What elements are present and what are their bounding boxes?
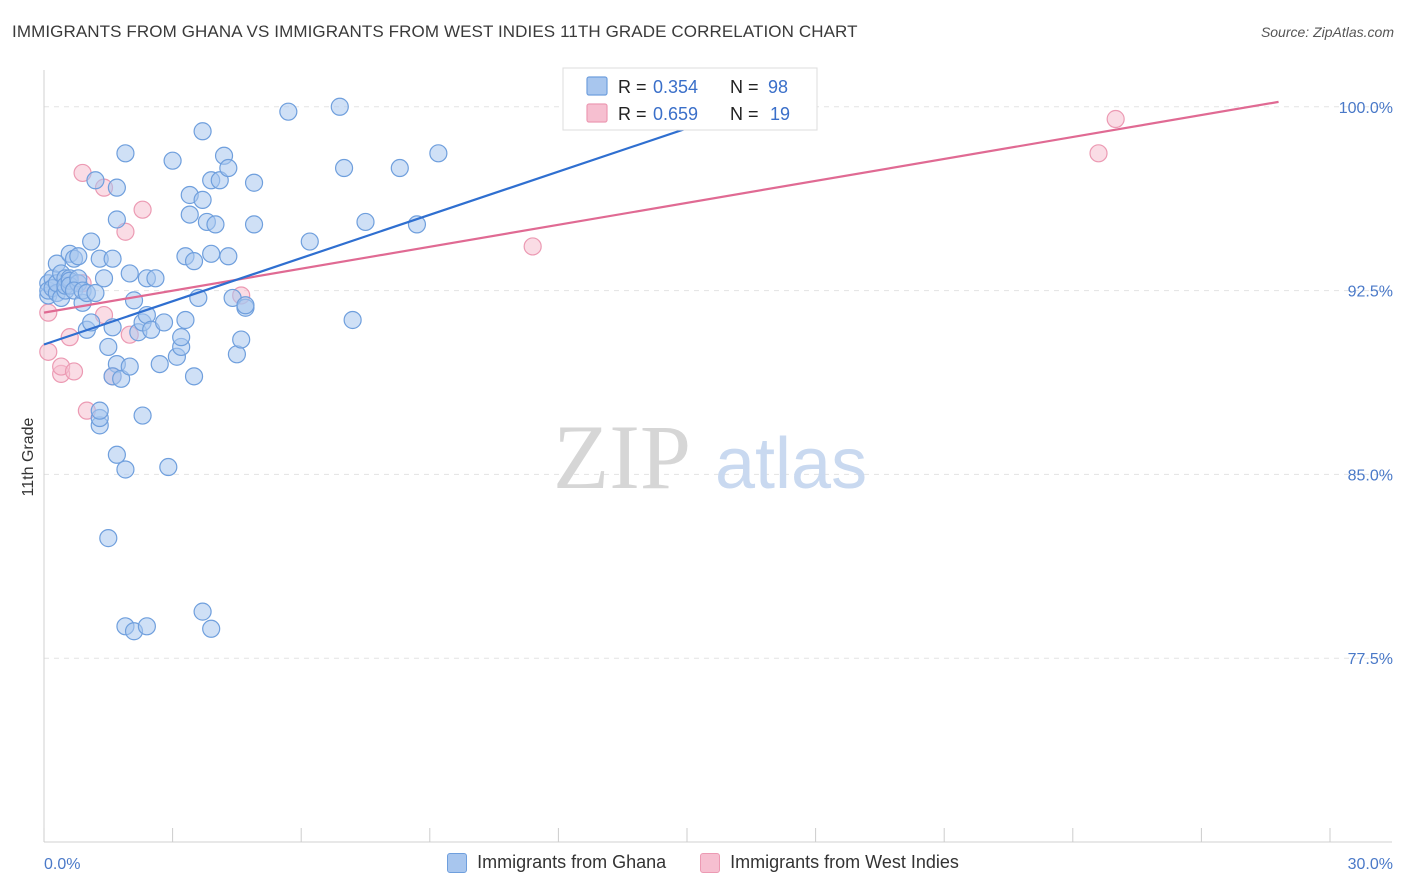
point-ghana (356, 212, 375, 232)
point-ghana (69, 247, 88, 266)
point-ghana (107, 445, 126, 464)
source-label: Source: ZipAtlas.com (1260, 24, 1394, 40)
point-ghana (219, 158, 238, 178)
point-ghana (390, 158, 409, 178)
bottom-legend-item-west-indies[interactable]: Immigrants from West Indies (700, 852, 959, 873)
point-ghana (343, 310, 362, 330)
point-west-indies (523, 237, 542, 256)
bottom-legend-swatch-west-indies (700, 852, 721, 873)
point-ghana (244, 173, 264, 192)
watermark-atlas: atlas (715, 424, 867, 504)
point-ghana (330, 97, 349, 116)
point-ghana (116, 144, 135, 163)
point-ghana (120, 357, 139, 376)
trend-line-west-indies (43, 100, 1279, 314)
legend-n-value-ghana: 98 (768, 77, 788, 97)
stats-legend: R = 0.354 N = 98 R = 0.659 N = 19 (562, 67, 818, 131)
point-ghana (120, 264, 139, 283)
point-ghana (103, 249, 122, 268)
y-tick-label: 100.0% (1339, 100, 1393, 117)
point-ghana (202, 619, 221, 638)
y-tick-label: 85.0% (1348, 467, 1393, 484)
bottom-legend-label-west-indies: Immigrants from West Indies (730, 852, 959, 872)
point-west-indies (64, 362, 84, 381)
bottom-legend-label-ghana: Immigrants from Ghana (477, 852, 667, 872)
point-ghana (86, 283, 105, 303)
legend-n-label-ghana: N = (730, 77, 759, 97)
legend-r-value-ghana: 0.354 (653, 77, 698, 97)
y-tick-labels: 77.5% 85.0% 92.5% 100.0% (1339, 100, 1393, 668)
point-ghana (236, 296, 255, 315)
x-tick-label-max: 30.0% (1348, 856, 1393, 873)
legend-swatch-west-indies (586, 103, 608, 123)
point-ghana (184, 252, 204, 271)
bottom-legend-item-ghana[interactable]: Immigrants from Ghana (447, 852, 666, 873)
y-tick-label: 77.5% (1348, 651, 1393, 668)
point-ghana (137, 617, 156, 636)
point-ghana (300, 232, 319, 251)
bottom-legend-swatch-ghana (447, 852, 468, 873)
trend-line-ghana (43, 105, 752, 346)
watermark: ZIP atlas (553, 406, 867, 508)
axes (43, 70, 1392, 843)
trend-lines (43, 100, 1279, 346)
point-ghana (94, 269, 114, 288)
grid-lines (44, 106, 1392, 659)
point-west-indies (133, 200, 152, 219)
point-ghana (180, 205, 199, 224)
legend-r-value-west-indies: 0.659 (653, 104, 698, 124)
point-ghana (193, 190, 212, 209)
point-ghana (107, 178, 126, 197)
x-tick-labels: 0.0% 30.0% (44, 856, 1393, 873)
watermark-zip: ZIP (553, 406, 691, 508)
legend-r-label-west-indies: R = (618, 104, 647, 124)
point-ghana (82, 232, 101, 251)
point-ghana (116, 460, 135, 479)
point-west-indies (39, 342, 58, 361)
point-ghana (176, 310, 195, 330)
point-ghana (193, 122, 212, 141)
point-ghana (86, 171, 105, 190)
point-ghana (133, 406, 152, 425)
bottom-legend: Immigrants from Ghana Immigrants from We… (0, 852, 1406, 873)
point-ghana (202, 244, 221, 263)
point-ghana (163, 151, 182, 170)
series-ghana-points (39, 97, 641, 641)
point-ghana (429, 144, 448, 163)
point-ghana (172, 328, 191, 347)
point-ghana (124, 291, 144, 310)
legend-n-label-west-indies: N = (730, 104, 759, 124)
point-ghana (232, 330, 251, 349)
legend-n-value-west-indies: 19 (770, 104, 790, 124)
point-ghana (193, 602, 212, 621)
point-ghana (244, 215, 264, 234)
legend-r-label-ghana: R = (618, 77, 647, 97)
point-ghana (99, 337, 118, 357)
point-ghana (150, 354, 169, 374)
point-ghana (219, 247, 238, 266)
y-tick-label: 92.5% (1348, 284, 1393, 301)
point-ghana (279, 102, 298, 121)
point-ghana (146, 269, 165, 288)
x-tick-label-min: 0.0% (44, 856, 80, 873)
point-ghana (159, 457, 178, 477)
point-ghana (107, 210, 126, 229)
legend-swatch-ghana (586, 76, 608, 96)
point-ghana (334, 158, 354, 178)
chart-title: IMMIGRANTS FROM GHANA VS IMMIGRANTS FROM… (12, 22, 858, 41)
point-west-indies (1089, 144, 1108, 163)
point-west-indies (60, 328, 79, 347)
point-west-indies (1106, 109, 1125, 129)
point-ghana (99, 529, 118, 548)
point-ghana (184, 367, 204, 386)
point-ghana (206, 215, 225, 234)
point-ghana (90, 401, 109, 420)
point-ghana (154, 313, 174, 332)
y-axis-label: 11th Grade (20, 417, 37, 496)
